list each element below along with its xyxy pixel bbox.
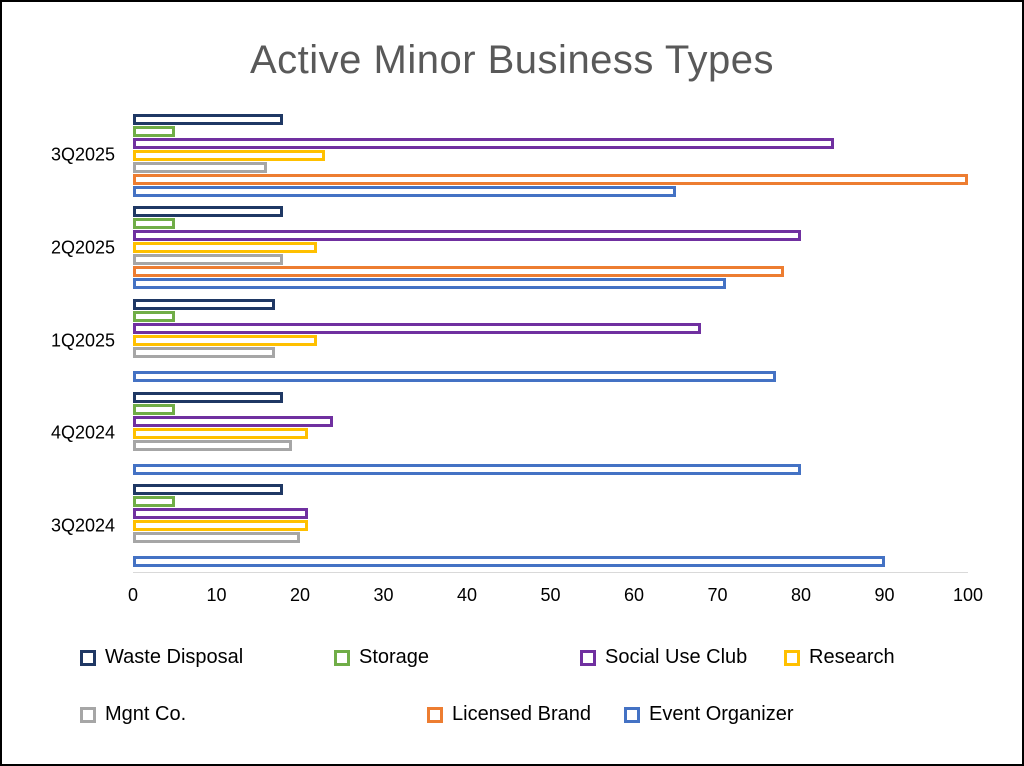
bar-event-organizer-3q2024 [133,556,885,568]
bar-social-use-club-3q2025 [133,137,835,149]
x-axis-tick-70: 70 [707,585,728,605]
y-axis-label-3q2024: 3Q2024 [50,515,115,536]
x-axis-tick-60: 60 [623,585,645,605]
legend-item-licensed-brand: Licensed Brand [427,703,591,726]
legend-label-storage: Storage [359,646,430,668]
x-axis-tick-80: 80 [790,585,812,605]
bar-licensed-brand-2q2025 [133,266,785,278]
legend-swatch-licensed-brand [427,706,443,723]
bar-storage-2q2025 [133,218,175,230]
legend-swatch-storage [334,649,350,666]
legend-item-storage: Storage [334,646,429,669]
x-axis-tick-50: 50 [540,585,561,605]
bar-research-4q2024 [133,427,309,439]
x-axis-tick-40: 40 [456,585,478,605]
bar-research-3q2025 [133,149,326,161]
x-axis-tick-0: 0 [127,585,139,605]
legend-swatch-mgnt-co [80,706,96,723]
bar-waste-disposal-1q2025 [133,298,275,310]
bar-storage-4q2024 [133,403,175,415]
bar-social-use-club-1q2025 [133,322,701,334]
legend-item-waste-disposal: Waste Disposal [80,646,243,669]
x-axis-tick-10: 10 [206,585,227,605]
legend-swatch-event-organizer [624,706,640,723]
legend-item-social-use-club: Social Use Club [580,646,747,669]
bar-waste-disposal-3q2024 [133,484,284,496]
chart-title: Active Minor Business Types [249,38,775,82]
bar-event-organizer-3q2025 [133,185,676,197]
legend-swatch-waste-disposal [80,649,96,666]
bar-mgnt-co-3q2024 [133,532,300,544]
y-axis-labels: 3Q2025 2Q2025 1Q2025 4Q2024 3Q2024 [2,109,124,572]
bar-group-4q2024 [133,387,968,480]
bar-storage-3q2024 [133,496,175,508]
bar-waste-disposal-2q2025 [133,206,284,218]
bar-mgnt-co-2q2025 [133,254,284,266]
x-axis-tick-100: 100 [952,585,984,605]
legend-label-event-organizer: Event Organizer [649,703,794,725]
bar-social-use-club-4q2024 [133,415,334,427]
bar-group-3q2025 [133,109,968,202]
legend-swatch-social-use-club [580,649,596,666]
bar-social-use-club-3q2024 [133,508,309,520]
plot-area [133,109,968,573]
bar-research-1q2025 [133,334,317,346]
legend-item-mgnt-co: Mgnt Co. [80,703,186,726]
bar-event-organizer-4q2024 [133,463,801,475]
bar-event-organizer-1q2025 [133,370,776,382]
bar-research-3q2024 [133,520,309,532]
bar-storage-3q2025 [133,125,175,137]
legend-item-research: Research [784,646,895,669]
legend-item-event-organizer: Event Organizer [624,703,794,726]
legend-label-waste-disposal: Waste Disposal [105,646,244,668]
legend-swatch-research [784,649,800,666]
bar-group-2q2025 [133,202,968,295]
bar-mgnt-co-4q2024 [133,439,292,451]
x-axis-labels: 0 10 20 30 40 50 60 70 80 90 100 [128,585,983,609]
bar-mgnt-co-3q2025 [133,161,267,173]
legend-label-licensed-brand: Licensed Brand [452,703,591,725]
bar-waste-disposal-4q2024 [133,391,284,403]
bar-storage-1q2025 [133,310,175,322]
bar-group-3q2024 [133,479,968,572]
y-axis-label-4q2024: 4Q2024 [50,422,115,443]
bar-waste-disposal-3q2025 [133,113,284,125]
bar-mgnt-co-1q2025 [133,346,275,358]
bar-social-use-club-2q2025 [133,230,801,242]
y-axis-label-1q2025: 1Q2025 [50,330,115,350]
bar-research-2q2025 [133,242,317,254]
bar-group-1q2025 [133,294,968,387]
legend-label-social-use-club: Social Use Club [605,646,748,668]
legend-label-research: Research [809,646,895,668]
x-axis-tick-90: 90 [874,585,895,605]
y-axis-label-2q2025: 2Q2025 [50,237,115,258]
legend-label-mgnt-co: Mgnt Co. [105,703,187,725]
y-axis-label-3q2025: 3Q2025 [50,144,115,165]
bar-event-organizer-2q2025 [133,278,726,290]
x-axis-tick-30: 30 [373,585,394,605]
x-axis-tick-20: 20 [289,585,311,605]
bar-licensed-brand-3q2025 [133,173,968,185]
